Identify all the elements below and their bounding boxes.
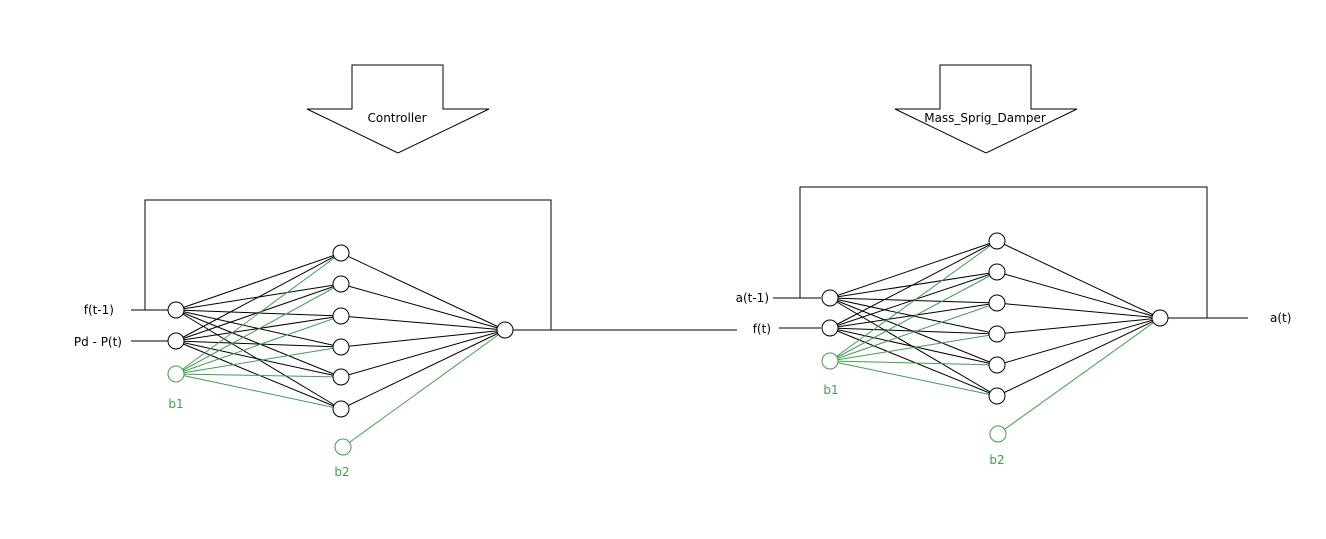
controller-bias2-node	[334, 438, 352, 456]
plant-bias1-node	[821, 352, 839, 370]
controller-input-node-2	[167, 332, 185, 350]
controller-edge-input1-hidden1	[175, 252, 342, 311]
controller-edge-bias1-hidden2	[175, 283, 342, 375]
controller-network: f(t-1) Pd - P(t) b1 b2	[74, 199, 737, 479]
controller-edge-input2-hidden4	[175, 340, 342, 348]
plant-edge-hidden1-output	[996, 240, 1161, 319]
controller-edge-hidden6-output	[340, 329, 506, 410]
controller-edge-hidden5-output	[340, 329, 506, 378]
plant-edge-bias1-hidden3	[829, 302, 998, 362]
plant-edge-input2-hidden3	[829, 302, 998, 329]
plant-input-label-2: f(t)	[753, 322, 771, 336]
controller-edge-bias1-hidden5	[175, 373, 342, 378]
controller-arrow: Controller	[306, 64, 490, 154]
plant-edge-input2-hidden6	[829, 327, 998, 397]
plant-hidden-node-1	[988, 232, 1006, 250]
controller-hidden-node-5	[332, 368, 350, 386]
controller-title: Controller	[367, 111, 426, 125]
plant-hidden-node-4	[988, 325, 1006, 343]
controller-edge-bias1-hidden4	[175, 346, 342, 375]
plant-output-label: a(t)	[1270, 311, 1291, 325]
plant-edge-bias1-hidden6	[829, 360, 998, 397]
plant-edge-bias1-hidden5	[829, 360, 998, 366]
plant-edge-hidden2-output	[996, 271, 1161, 319]
plant-output-node	[1151, 309, 1169, 327]
controller-edge-hidden2-output	[340, 283, 506, 331]
controller-edge-bias2-output	[342, 329, 506, 448]
controller-edge-bias1-hidden6	[175, 373, 342, 410]
plant-edge-input2-hidden2	[829, 271, 998, 329]
plant-arrow: Mass_Sprig_Damper	[894, 64, 1078, 154]
plant-hidden-node-6	[988, 387, 1006, 405]
controller-input-label-2: Pd - P(t)	[74, 335, 122, 349]
plant-hidden-node-5	[988, 356, 1006, 374]
controller-edge-hidden4-output	[340, 329, 506, 348]
controller-hidden-node-2	[332, 275, 350, 293]
controller-hidden-node-1	[332, 244, 350, 262]
controller-edge-bias1-hidden3	[175, 315, 342, 375]
plant-edge-input2-hidden1	[829, 240, 998, 329]
plant-hidden-node-3	[988, 294, 1006, 312]
controller-bias1-label: b1	[168, 397, 183, 411]
controller-feedback-loop	[144, 199, 552, 330]
plant-bias2-label: b2	[989, 453, 1004, 467]
controller-input-node-1	[167, 301, 185, 319]
plant-edge-hidden3-output	[996, 302, 1161, 319]
plant-edge-hidden6-output	[996, 317, 1161, 397]
plant-hidden-node-2	[988, 263, 1006, 281]
plant-input-node-1	[821, 289, 839, 307]
plant-edge-bias1-hidden4	[829, 333, 998, 362]
controller-edge-hidden1-output	[340, 252, 506, 331]
plant-edge-input1-hidden1	[829, 240, 998, 299]
controller-bias1-node	[167, 365, 185, 383]
plant-edge-bias2-output	[997, 317, 1161, 435]
controller-connections	[175, 252, 506, 448]
controller-edge-hidden3-output	[340, 315, 506, 331]
controller-edge-input2-hidden1	[175, 252, 342, 342]
plant-arrow-shape	[894, 64, 1078, 154]
plant-bias1-label: b1	[823, 383, 838, 397]
controller-edge-input2-hidden2	[175, 283, 342, 342]
plant-input-node-2	[821, 319, 839, 337]
plant-nodes	[821, 232, 1169, 443]
controller-output-node	[496, 321, 514, 339]
plant-edge-bias1-hidden1	[829, 240, 998, 362]
controller-edge-input2-hidden5	[175, 340, 342, 378]
plant-edge-hidden4-output	[996, 317, 1161, 335]
plant-edge-input2-hidden4	[829, 327, 998, 335]
controller-edge-bias1-hidden1	[175, 252, 342, 375]
plant-edge-hidden5-output	[996, 317, 1161, 366]
plant-input-label-1: a(t-1)	[736, 291, 769, 305]
plant-edge-input2-hidden5	[829, 327, 998, 366]
controller-hidden-node-6	[332, 400, 350, 418]
controller-hidden-node-3	[332, 307, 350, 325]
plant-connections	[829, 240, 1161, 435]
controller-bias2-label: b2	[334, 465, 349, 479]
plant-network: a(t-1) f(t) a(t) b1 b2	[736, 186, 1291, 467]
plant-edge-bias1-hidden2	[829, 271, 998, 362]
controller-input-label-1: f(t-1)	[84, 303, 114, 317]
plant-title: Mass_Sprig_Damper	[924, 111, 1046, 125]
controller-arrow-shape	[306, 64, 490, 154]
plant-bias2-node	[989, 425, 1007, 443]
controller-nodes	[167, 244, 514, 456]
plant-feedback-loop	[799, 186, 1208, 318]
controller-hidden-node-4	[332, 338, 350, 356]
